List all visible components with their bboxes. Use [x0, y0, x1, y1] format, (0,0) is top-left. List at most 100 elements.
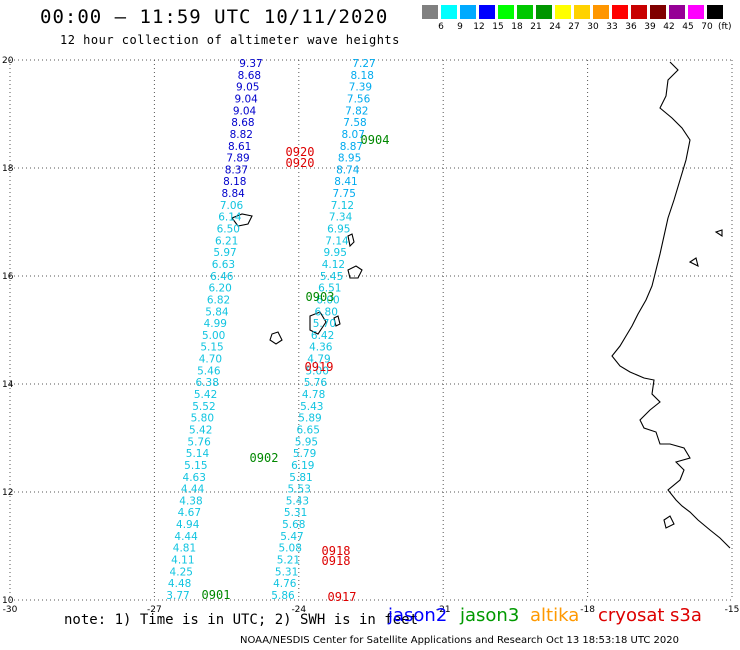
swh-value: 6.38: [196, 377, 219, 389]
island-cape-verde-4: [309, 311, 327, 335]
page-title: 00:00 – 11:59 UTC 10/11/2020: [40, 6, 389, 28]
lat-tick-label: 10: [2, 596, 14, 606]
swh-value: 3.77: [166, 590, 189, 602]
scale-swatch: [479, 5, 495, 19]
scale-label: 39: [644, 22, 656, 32]
altimeter-tracks: 9.378.689.059.049.048.688.828.617.898.37…: [166, 58, 375, 602]
swh-value: 5.31: [284, 507, 307, 519]
lat-tick-label: 12: [2, 488, 13, 498]
island-cape-verde-3: [347, 265, 363, 279]
swh-value: 7.06: [220, 200, 244, 212]
scale-swatch: [422, 5, 438, 19]
swh-value: 7.89: [226, 153, 249, 165]
swh-value: 4.12: [322, 259, 345, 271]
legend-jason3: jason3: [460, 605, 520, 626]
scale-unit: (ft): [718, 22, 732, 32]
swh-value: 6.42: [311, 330, 334, 342]
swh-value: 7.58: [343, 117, 366, 129]
swh-value: 5.31: [275, 566, 298, 578]
coastline-africa: [611, 61, 731, 549]
lat-tick-label: 16: [2, 272, 14, 282]
swh-value: 6.14: [218, 212, 242, 224]
swh-value: 7.75: [333, 188, 356, 200]
swh-value: 6.80: [315, 306, 338, 318]
pass-time: 0903: [306, 290, 335, 304]
swh-value: 8.61: [228, 141, 251, 153]
swh-value: 8.74: [336, 164, 360, 176]
swh-value: 5.95: [295, 436, 318, 448]
pass-time: 0920: [286, 156, 315, 170]
scale-swatch: [498, 5, 514, 19]
scale-swatch: [669, 5, 685, 19]
swh-value: 7.39: [349, 82, 372, 94]
scale-swatch: [650, 5, 666, 19]
swh-value: 4.63: [183, 472, 206, 484]
swh-value: 5.43: [286, 495, 309, 507]
swh-value: 6.95: [327, 224, 350, 236]
swh-value: 7.14: [325, 235, 349, 247]
swh-value: 8.37: [225, 164, 248, 176]
scale-label: 15: [492, 22, 504, 32]
swh-value: 5.08: [279, 543, 302, 555]
swh-value: 6.46: [210, 271, 234, 283]
swh-value: 9.04: [233, 105, 257, 117]
scale-label: 33: [606, 22, 618, 32]
swh-value: 8.07: [342, 129, 365, 141]
lon-tick-label: -24: [291, 605, 306, 615]
swh-value: 5.46: [197, 365, 221, 377]
swh-value: 4.79: [307, 354, 330, 366]
swh-value: 4.78: [302, 389, 325, 401]
lat-tick-label: 14: [2, 380, 14, 390]
swh-value: 8.68: [231, 117, 254, 129]
island-cape-verde-2: [347, 233, 355, 248]
lon-tick-label: -21: [436, 605, 451, 615]
island-cape-verde-6: [269, 331, 283, 345]
scale-label: 18: [511, 22, 523, 32]
swh-value: 5.43: [300, 401, 323, 413]
swh-value: 7.82: [345, 105, 368, 117]
legend-s3a: s3a: [670, 605, 702, 626]
swh-value: 8.87: [340, 141, 363, 153]
swh-value: 6.50: [217, 224, 240, 236]
swh-value: 4.76: [273, 578, 297, 590]
scale-swatch: [517, 5, 533, 19]
pass-time: 0918: [322, 554, 351, 568]
swh-value: 5.14: [186, 448, 210, 460]
swh-value: 9.05: [236, 82, 259, 94]
lat-tick-label: 18: [2, 164, 14, 174]
scale-label: 42: [663, 22, 675, 32]
swh-value: 5.80: [191, 413, 214, 425]
scale-label: 9: [457, 22, 463, 32]
swh-value: 5.89: [298, 413, 321, 425]
scale-swatch: [612, 5, 628, 19]
swh-value: 6.51: [318, 283, 341, 295]
lon-tick-label: -30: [3, 605, 18, 615]
scale-swatch: [631, 5, 647, 19]
swh-value: 8.84: [221, 188, 245, 200]
scale-label: 70: [701, 22, 713, 32]
scale-swatch: [536, 5, 552, 19]
swh-value: 7.34: [329, 212, 353, 224]
scale-swatch: [574, 5, 590, 19]
swh-value: 5.15: [200, 342, 223, 354]
swh-value: 8.18: [223, 176, 246, 188]
scale-swatch: [460, 5, 476, 19]
scale-label: 6: [438, 22, 444, 32]
pass-time: 0918: [322, 544, 351, 558]
swh-value: 4.70: [199, 354, 222, 366]
swh-value: 5.45: [320, 271, 343, 283]
swh-value: 5.00: [306, 365, 329, 377]
swh-value: 5.76: [187, 436, 211, 448]
swh-value: 8.18: [351, 70, 374, 82]
lat-tick-label: 20: [2, 56, 14, 66]
swh-value: 5.68: [282, 519, 305, 531]
swh-value: 6.65: [297, 424, 320, 436]
pass-time: 0917: [328, 590, 357, 604]
scale-swatch: [688, 5, 704, 19]
swh-value: 5.53: [288, 484, 311, 496]
swh-value: 5.52: [192, 401, 215, 413]
swh-value: 5.42: [189, 424, 212, 436]
swh-value: 4.25: [170, 566, 193, 578]
